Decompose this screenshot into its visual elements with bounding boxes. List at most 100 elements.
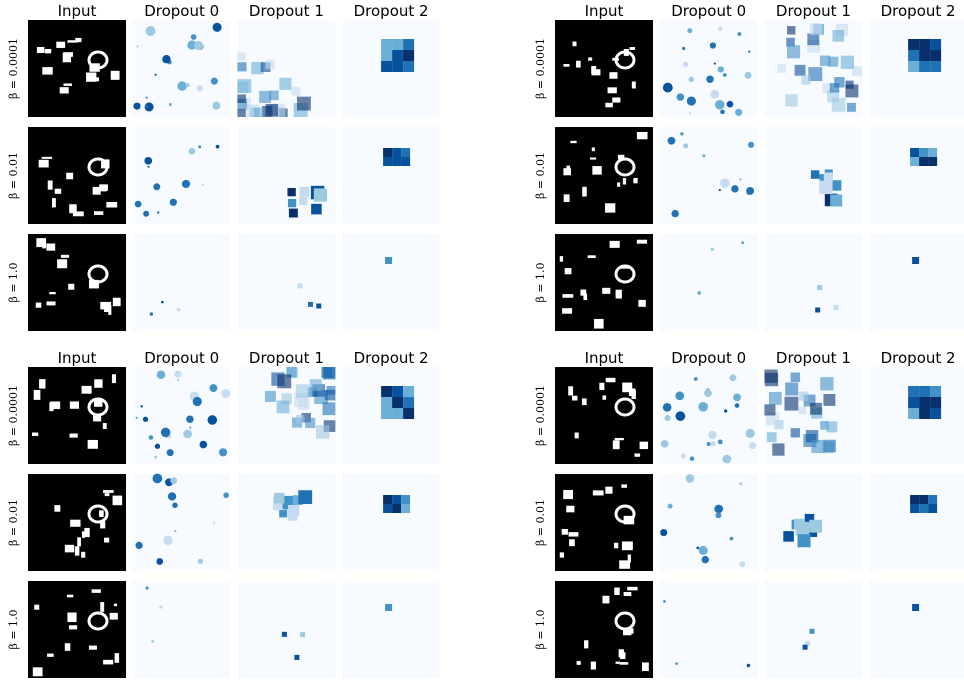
- activation: [764, 369, 778, 383]
- column-header: Dropout 2: [354, 349, 429, 367]
- digit-stroke: [36, 46, 45, 54]
- digit-stroke: [87, 611, 109, 631]
- image-tile: [132, 234, 231, 331]
- activation: [852, 66, 863, 77]
- activation: [688, 112, 692, 115]
- digit-stroke: [67, 40, 78, 43]
- digit-stroke: [639, 441, 649, 450]
- activation: [145, 26, 156, 36]
- digit-stroke: [587, 255, 596, 259]
- activation: [667, 136, 676, 145]
- digit-stroke: [99, 510, 104, 517]
- activation: [156, 370, 166, 380]
- activation: [809, 402, 822, 415]
- activation: [309, 379, 322, 392]
- digit-stroke: [111, 374, 116, 384]
- activation: [822, 83, 833, 94]
- digit-stroke: [627, 554, 631, 563]
- digit-stroke: [627, 586, 638, 591]
- image-tile: [764, 20, 863, 117]
- activation: [910, 148, 920, 157]
- digit-stroke: [47, 653, 54, 657]
- activation: [737, 32, 742, 37]
- digit-stroke: [594, 318, 604, 329]
- activation: [722, 454, 732, 464]
- activation: [201, 183, 205, 187]
- activation: [685, 474, 695, 483]
- digit-stroke: [81, 385, 92, 394]
- activation: [809, 23, 822, 36]
- activation: [930, 39, 942, 50]
- activation: [790, 428, 800, 438]
- tile-background: [555, 367, 653, 464]
- column-header: Dropout 1: [776, 349, 851, 367]
- digit-stroke: [62, 52, 72, 63]
- activation: [735, 108, 743, 116]
- digit-stroke: [41, 156, 53, 159]
- image-tile: [869, 127, 964, 224]
- activation: [237, 52, 246, 61]
- digit-stroke: [609, 240, 620, 248]
- activation: [749, 442, 757, 450]
- activation: [715, 512, 722, 519]
- digit-stroke: [47, 180, 53, 190]
- activation: [316, 425, 330, 439]
- digit-stroke: [110, 70, 120, 80]
- tile-background: [342, 234, 441, 331]
- activation: [134, 200, 142, 208]
- image-tile: [869, 474, 964, 571]
- activation: [287, 187, 296, 197]
- activation: [733, 393, 741, 402]
- digit-stroke: [590, 661, 596, 670]
- activation: [660, 529, 668, 537]
- activation: [305, 417, 316, 429]
- activation: [772, 443, 785, 456]
- activation: [744, 71, 752, 79]
- tile-background: [659, 20, 758, 117]
- digit-stroke: [566, 505, 575, 513]
- activation: [734, 403, 740, 408]
- activation: [156, 558, 164, 565]
- tile-background: [869, 127, 964, 224]
- digit-stroke: [566, 165, 571, 171]
- digit-stroke: [39, 379, 46, 389]
- activation: [908, 408, 920, 419]
- activation: [809, 628, 815, 634]
- activation: [324, 389, 336, 401]
- digit-stroke: [104, 537, 110, 543]
- digit-stroke: [621, 484, 628, 488]
- digit-stroke: [87, 264, 109, 284]
- activation: [919, 50, 931, 61]
- activation: [392, 50, 404, 61]
- activation: [264, 390, 276, 402]
- activation: [682, 61, 689, 67]
- activation: [683, 143, 689, 149]
- activation: [381, 397, 393, 408]
- activation: [279, 509, 288, 518]
- tile-background: [764, 234, 863, 331]
- image-tile: [342, 20, 441, 117]
- digit-stroke: [32, 432, 39, 436]
- image-tile: [342, 474, 441, 571]
- activation: [174, 530, 177, 533]
- activation: [237, 79, 252, 94]
- image-tile: [764, 127, 863, 224]
- digit-stroke: [563, 194, 570, 202]
- digit-stroke: [614, 264, 636, 284]
- image-tile: [869, 234, 964, 331]
- activation: [702, 154, 706, 158]
- activation: [794, 64, 806, 76]
- tile-background: [132, 127, 231, 224]
- image-tile: [132, 473, 231, 571]
- activation: [383, 504, 393, 513]
- activation: [253, 107, 264, 117]
- activation: [689, 456, 695, 461]
- digit-stroke: [35, 302, 42, 308]
- digit-stroke: [102, 490, 114, 493]
- activation: [805, 430, 819, 443]
- row-label: β = 1.0: [7, 262, 20, 302]
- activation: [708, 430, 717, 440]
- image-tile: [659, 474, 758, 571]
- digit-stroke: [104, 493, 110, 497]
- activation: [680, 453, 686, 459]
